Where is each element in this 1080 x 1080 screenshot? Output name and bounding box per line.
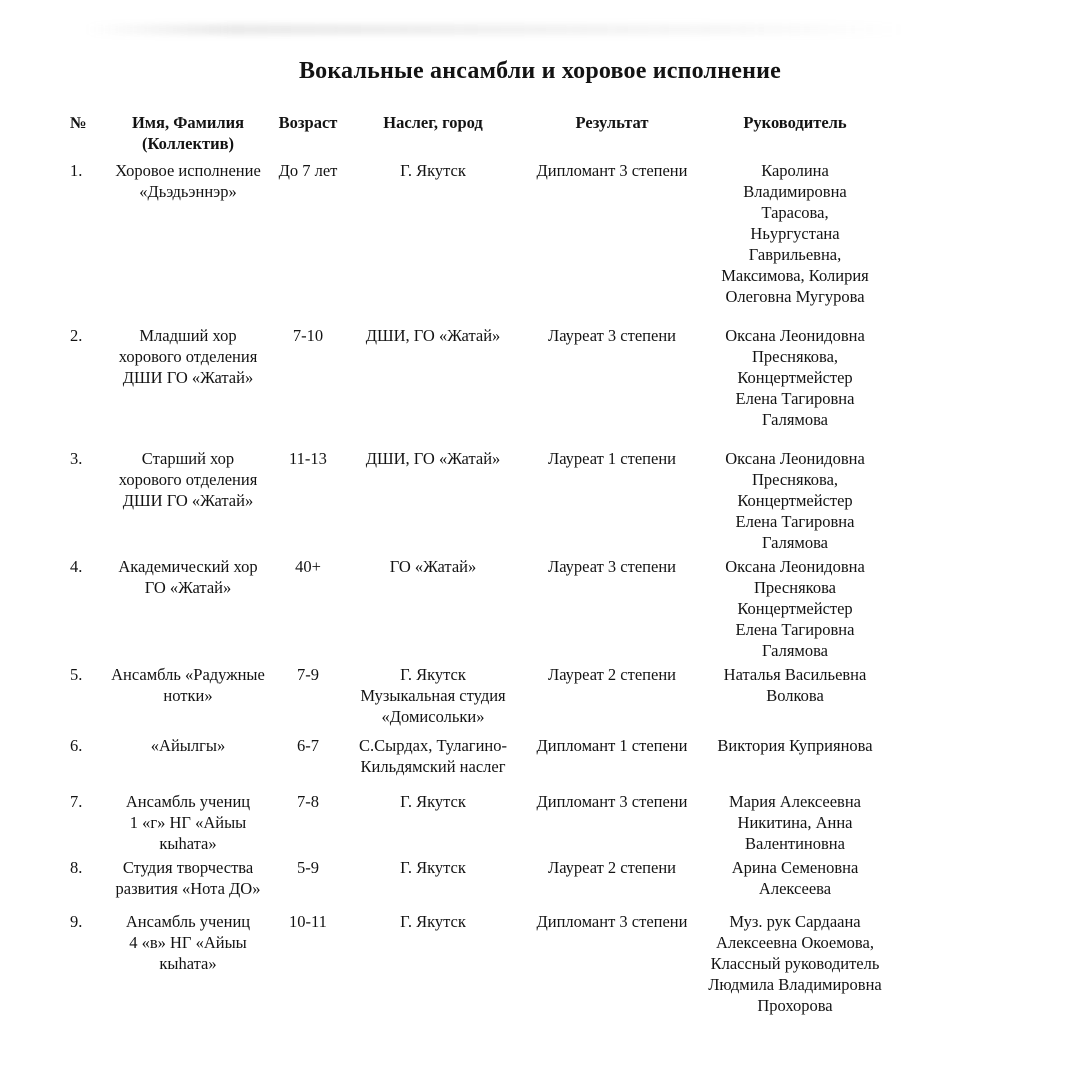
header-result: Результат [575, 113, 649, 132]
cell-result: Лауреат 3 степени [548, 557, 676, 576]
cell-num: 8. [70, 858, 83, 877]
cell-result: Дипломант 3 степени [536, 161, 688, 180]
header-age: Возраст [278, 113, 338, 132]
cell-age: 10-11 [289, 912, 327, 931]
cell-name: Старший хор хорового отделения ДШИ ГО «Ж… [118, 449, 258, 510]
header-name: Имя, Фамилия (Коллектив) [131, 113, 245, 153]
table-row: 1. Хоровое исполнение «Дьэдьэннэр» До 7 … [70, 160, 890, 325]
cell-place: С.Сырдах, Тулагино- Кильдямский наслег [359, 736, 507, 776]
photo-edge-shadow [85, 24, 905, 35]
cell-num: 1. [70, 161, 83, 180]
cell-name: Младший хор хорового отделения ДШИ ГО «Ж… [118, 326, 258, 387]
cell-num: 9. [70, 912, 83, 931]
cell-name: Ансамбль учениц 1 «г» НГ «Айыы кыһата» [125, 792, 251, 853]
cell-place: Г. Якутск Музыкальная студия «Домисольки… [360, 665, 506, 726]
cell-num: 6. [70, 736, 83, 755]
cell-name: Академический хор ГО «Жатай» [118, 557, 258, 597]
cell-age: До 7 лет [278, 161, 338, 180]
cell-place: ДШИ, ГО «Жатай» [365, 326, 501, 345]
cell-age: 5-9 [297, 858, 319, 877]
cell-place: Г. Якутск [400, 912, 466, 931]
table-row: 8. Студия творчества развития «Нота ДО» … [70, 857, 890, 911]
cell-leader: Оксана Леонидовна Преснякова, Концертмей… [725, 326, 865, 429]
header-place: Наслег, город [383, 113, 483, 132]
cell-result: Дипломант 1 степени [536, 736, 688, 755]
cell-result: Лауреат 1 степени [548, 449, 676, 468]
cell-place: Г. Якутск [400, 858, 466, 877]
cell-name: Студия творчества развития «Нота ДО» [115, 858, 261, 898]
cell-place: Г. Якутск [400, 161, 466, 180]
cell-place: ДШИ, ГО «Жатай» [365, 449, 501, 468]
cell-leader: Оксана Леонидовна Преснякова Концертмейс… [725, 557, 865, 660]
cell-num: 7. [70, 792, 83, 811]
cell-name: «Айылгы» [150, 736, 226, 755]
table-row: 9. Ансамбль учениц 4 «в» НГ «Айыы кыһата… [70, 911, 890, 1016]
cell-age: 7-9 [297, 665, 319, 684]
table-row: 7. Ансамбль учениц 1 «г» НГ «Айыы кыһата… [70, 791, 890, 857]
cell-leader: Оксана Леонидовна Преснякова, Концертмей… [725, 449, 865, 552]
cell-result: Лауреат 2 степени [548, 858, 676, 877]
table-row: 6. «Айылгы» 6-7 С.Сырдах, Тулагино- Киль… [70, 735, 890, 791]
table-row: 5. Ансамбль «Радужные нотки» 7-9 Г. Якут… [70, 664, 890, 735]
cell-result: Лауреат 2 степени [548, 665, 676, 684]
table-row: 2. Младший хор хорового отделения ДШИ ГО… [70, 325, 890, 448]
cell-leader: Виктория Куприянова [717, 736, 873, 755]
cell-name: Ансамбль «Радужные нотки» [111, 665, 265, 705]
results-table: № Имя, Фамилия (Коллектив) Возраст Насле… [70, 112, 890, 1016]
header-num: № [70, 113, 87, 132]
cell-leader: Наталья Васильевна Волкова [723, 665, 867, 705]
table-header-row: № Имя, Фамилия (Коллектив) Возраст Насле… [70, 112, 890, 160]
table-row: 3. Старший хор хорового отделения ДШИ ГО… [70, 448, 890, 556]
cell-leader: Муз. рук Сардаана Алексеевна Окоемова, К… [708, 912, 882, 1015]
cell-age: 7-10 [292, 326, 324, 345]
cell-place: ГО «Жатай» [389, 557, 477, 576]
cell-leader: Каролина Владимировна Тарасова, Ньургуст… [721, 161, 869, 306]
cell-leader: Арина Семеновна Алексеева [731, 858, 859, 898]
cell-num: 4. [70, 557, 83, 576]
cell-num: 3. [70, 449, 83, 468]
cell-result: Лауреат 3 степени [548, 326, 676, 345]
table-row: 4. Академический хор ГО «Жатай» 40+ ГО «… [70, 556, 890, 664]
cell-num: 2. [70, 326, 83, 345]
cell-name: Ансамбль учениц 4 «в» НГ «Айыы кыһата» [125, 912, 251, 973]
cell-age: 6-7 [297, 736, 319, 755]
cell-name: Хоровое исполнение «Дьэдьэннэр» [115, 161, 261, 201]
cell-leader: Мария Алексеевна Никитина, Анна Валентин… [729, 792, 861, 853]
cell-age: 7-8 [297, 792, 319, 811]
cell-result: Дипломант 3 степени [536, 792, 688, 811]
cell-age: 11-13 [289, 449, 327, 468]
cell-result: Дипломант 3 степени [536, 912, 688, 931]
cell-age: 40+ [295, 557, 321, 576]
header-leader: Руководитель [743, 113, 847, 132]
page-title: Вокальные ансамбли и хоровое исполнение [298, 58, 782, 84]
cell-num: 5. [70, 665, 83, 684]
cell-place: Г. Якутск [400, 792, 466, 811]
